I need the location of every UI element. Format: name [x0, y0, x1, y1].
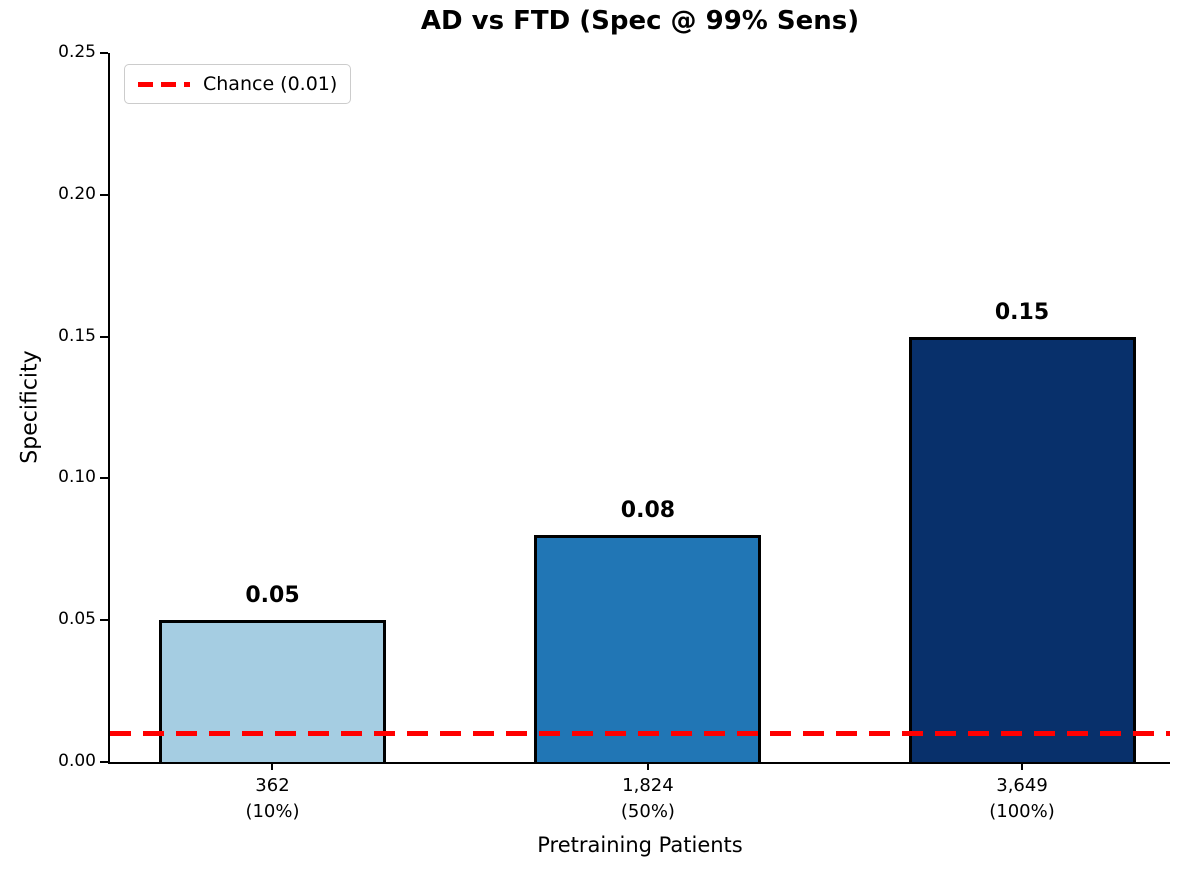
y-tick-label: 0.20	[58, 183, 96, 204]
chart-title: AD vs FTD (Spec @ 99% Sens)	[420, 6, 860, 36]
y-tick-label: 0.25	[58, 42, 96, 62]
bar-2	[534, 535, 762, 762]
bar-value-label-1: 0.05	[245, 583, 300, 609]
y-tick-label: 0.10	[58, 467, 96, 488]
y-tick-mark	[100, 52, 108, 54]
y-tick-mark	[100, 477, 108, 480]
x-tick-mark	[646, 762, 649, 770]
plot-area: 0.05 0.08 0.15 Chance (0.01)	[108, 53, 1170, 764]
x-tick-mark	[1021, 762, 1024, 770]
bar-3	[908, 336, 1136, 762]
chance-reference-line	[110, 731, 1170, 737]
y-tick-mark	[100, 761, 108, 763]
y-tick-mark	[100, 335, 108, 338]
y-tick-mark	[100, 193, 108, 196]
x-tick-mark	[271, 762, 274, 770]
bar-value-label-2: 0.08	[620, 498, 676, 524]
x-axis-label: Pretraining Patients	[537, 833, 743, 857]
x-tick-label: 362 (10%)	[245, 775, 300, 823]
y-tick-mark	[100, 619, 108, 622]
bar-1	[158, 620, 386, 762]
x-tick-label: 3,649 (100%)	[989, 775, 1055, 823]
legend-label: Chance (0.01)	[203, 73, 338, 95]
bar-value-label-3: 0.15	[994, 299, 1050, 325]
dashed-line-swatch	[138, 81, 190, 87]
x-tick-label: 1,824 (50%)	[620, 775, 675, 823]
y-axis-label: Specificity	[17, 350, 43, 464]
y-tick-label: 0.00	[58, 751, 96, 771]
y-tick-label: 0.15	[58, 325, 96, 346]
legend: Chance (0.01)	[124, 64, 352, 104]
y-tick-label: 0.05	[58, 609, 96, 630]
